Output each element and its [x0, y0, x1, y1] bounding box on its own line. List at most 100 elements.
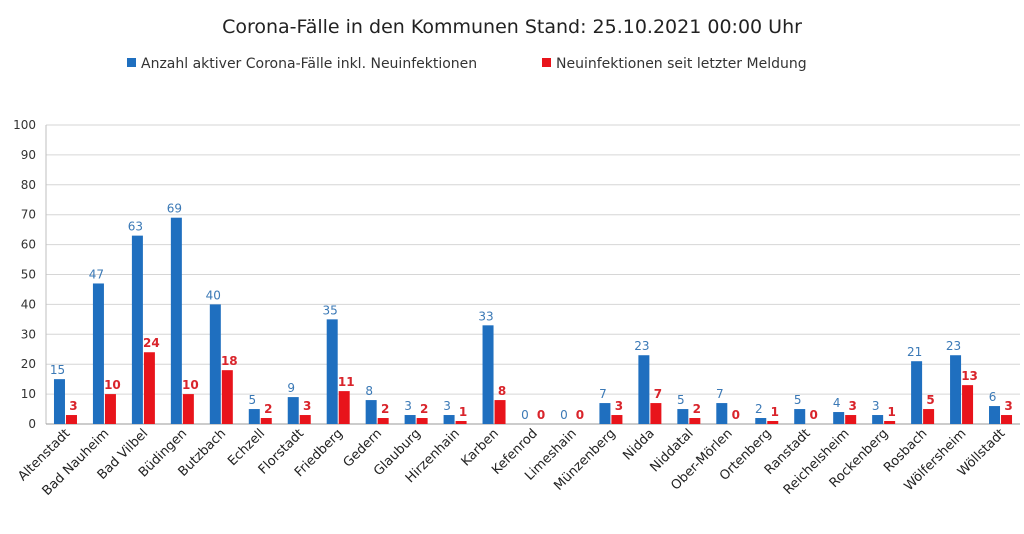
- legend-swatch-active: [127, 58, 136, 67]
- y-tick-label: 0: [28, 417, 36, 431]
- grid: [46, 124, 1020, 395]
- data-label-new: 11: [338, 375, 355, 389]
- data-label-active: 6: [989, 390, 997, 404]
- bar-active-5: [248, 409, 260, 424]
- legend-label-new: Neuinfektionen seit letzter Meldung: [556, 56, 807, 72]
- bar-active-2: [131, 235, 143, 424]
- bar-new-3: [182, 394, 194, 424]
- data-label-new: 3: [69, 399, 77, 413]
- data-label-new: 1: [459, 405, 467, 419]
- bars: [53, 217, 1013, 424]
- bar-new-21: [884, 421, 896, 424]
- data-label-active: 4: [833, 396, 841, 410]
- data-label-new: 2: [693, 402, 701, 416]
- bar-active-19: [794, 409, 806, 424]
- data-label-active: 3: [872, 399, 880, 413]
- legend: Anzahl aktiver Corona-Fälle inkl. Neuinf…: [127, 56, 807, 72]
- legend-swatch-new: [542, 58, 551, 67]
- data-label-active: 3: [404, 399, 412, 413]
- data-label-active: 9: [287, 381, 295, 395]
- bar-active-15: [638, 355, 650, 424]
- bar-active-9: [404, 415, 416, 424]
- bar-active-1: [92, 283, 104, 424]
- data-label-active: 40: [206, 288, 221, 302]
- data-label-active: 2: [755, 402, 763, 416]
- data-label-active: 69: [167, 202, 182, 216]
- data-label-active: 15: [50, 363, 65, 377]
- data-label-active: 5: [794, 393, 802, 407]
- bar-active-11: [482, 325, 494, 424]
- data-label-new: 5: [926, 393, 934, 407]
- y-tick-label: 50: [21, 268, 36, 282]
- bar-new-11: [494, 400, 506, 424]
- bar-active-8: [365, 400, 377, 424]
- bar-new-10: [455, 421, 467, 424]
- data-label-active: 23: [634, 339, 649, 353]
- y-tick-label: 70: [21, 208, 36, 222]
- bar-new-4: [221, 370, 233, 424]
- data-label-new: 0: [576, 408, 584, 422]
- bar-active-16: [677, 409, 689, 424]
- data-label-new: 13: [961, 369, 978, 383]
- bar-active-23: [950, 355, 962, 424]
- data-label-active: 5: [248, 393, 256, 407]
- data-label-active: 33: [478, 309, 493, 323]
- data-label-new: 18: [221, 354, 238, 368]
- data-label-active: 8: [365, 384, 373, 398]
- data-label-new: 0: [810, 408, 818, 422]
- bar-new-5: [260, 418, 272, 424]
- bar-new-14: [611, 415, 623, 424]
- y-tick-label: 30: [21, 327, 36, 341]
- bar-new-9: [416, 418, 428, 424]
- data-label-active: 0: [560, 408, 568, 422]
- data-label-active: 23: [946, 339, 961, 353]
- bar-new-23: [962, 385, 974, 424]
- bar-new-16: [689, 418, 701, 424]
- data-label-new: 3: [849, 399, 857, 413]
- bar-new-15: [650, 403, 662, 424]
- data-label-new: 0: [537, 408, 545, 422]
- bar-new-6: [299, 415, 311, 424]
- bar-active-4: [209, 304, 221, 424]
- bar-active-0: [53, 379, 65, 424]
- data-label-active: 3: [443, 399, 451, 413]
- data-label-new: 7: [654, 387, 662, 401]
- bar-active-17: [716, 403, 728, 424]
- data-label-new: 24: [143, 336, 160, 350]
- data-label-active: 21: [907, 345, 922, 359]
- bar-active-22: [911, 361, 923, 424]
- y-tick-label: 80: [21, 178, 36, 192]
- data-label-new: 10: [182, 378, 199, 392]
- bar-active-10: [443, 415, 455, 424]
- data-label-active: 63: [128, 220, 143, 234]
- bar-active-21: [872, 415, 884, 424]
- y-tick-label: 40: [21, 297, 36, 311]
- bar-new-24: [1001, 415, 1013, 424]
- data-label-new: 10: [104, 378, 121, 392]
- legend-label-active: Anzahl aktiver Corona-Fälle inkl. Neuinf…: [141, 56, 477, 72]
- data-label-new: 2: [381, 402, 389, 416]
- data-label-new: 0: [732, 408, 740, 422]
- data-label-active: 0: [521, 408, 529, 422]
- bar-new-18: [767, 421, 779, 424]
- data-label-new: 2: [420, 402, 428, 416]
- bar-active-3: [170, 217, 182, 424]
- data-label-new: 3: [303, 399, 311, 413]
- bar-new-1: [104, 394, 116, 424]
- data-label-new: 2: [264, 402, 272, 416]
- data-label-active: 7: [599, 387, 607, 401]
- data-label-active: 47: [89, 267, 104, 281]
- chart-title: Corona-Fälle in den Kommunen Stand: 25.1…: [222, 16, 802, 38]
- x-tick-label: Nidda: [620, 426, 657, 463]
- bar-active-6: [287, 397, 299, 424]
- bar-new-8: [377, 418, 389, 424]
- bar-active-24: [989, 406, 1001, 424]
- bar-new-2: [143, 352, 155, 424]
- data-label-active: 35: [323, 303, 338, 317]
- data-label-new: 1: [771, 405, 779, 419]
- y-tick-label: 10: [21, 387, 36, 401]
- y-tick-label: 20: [21, 357, 36, 371]
